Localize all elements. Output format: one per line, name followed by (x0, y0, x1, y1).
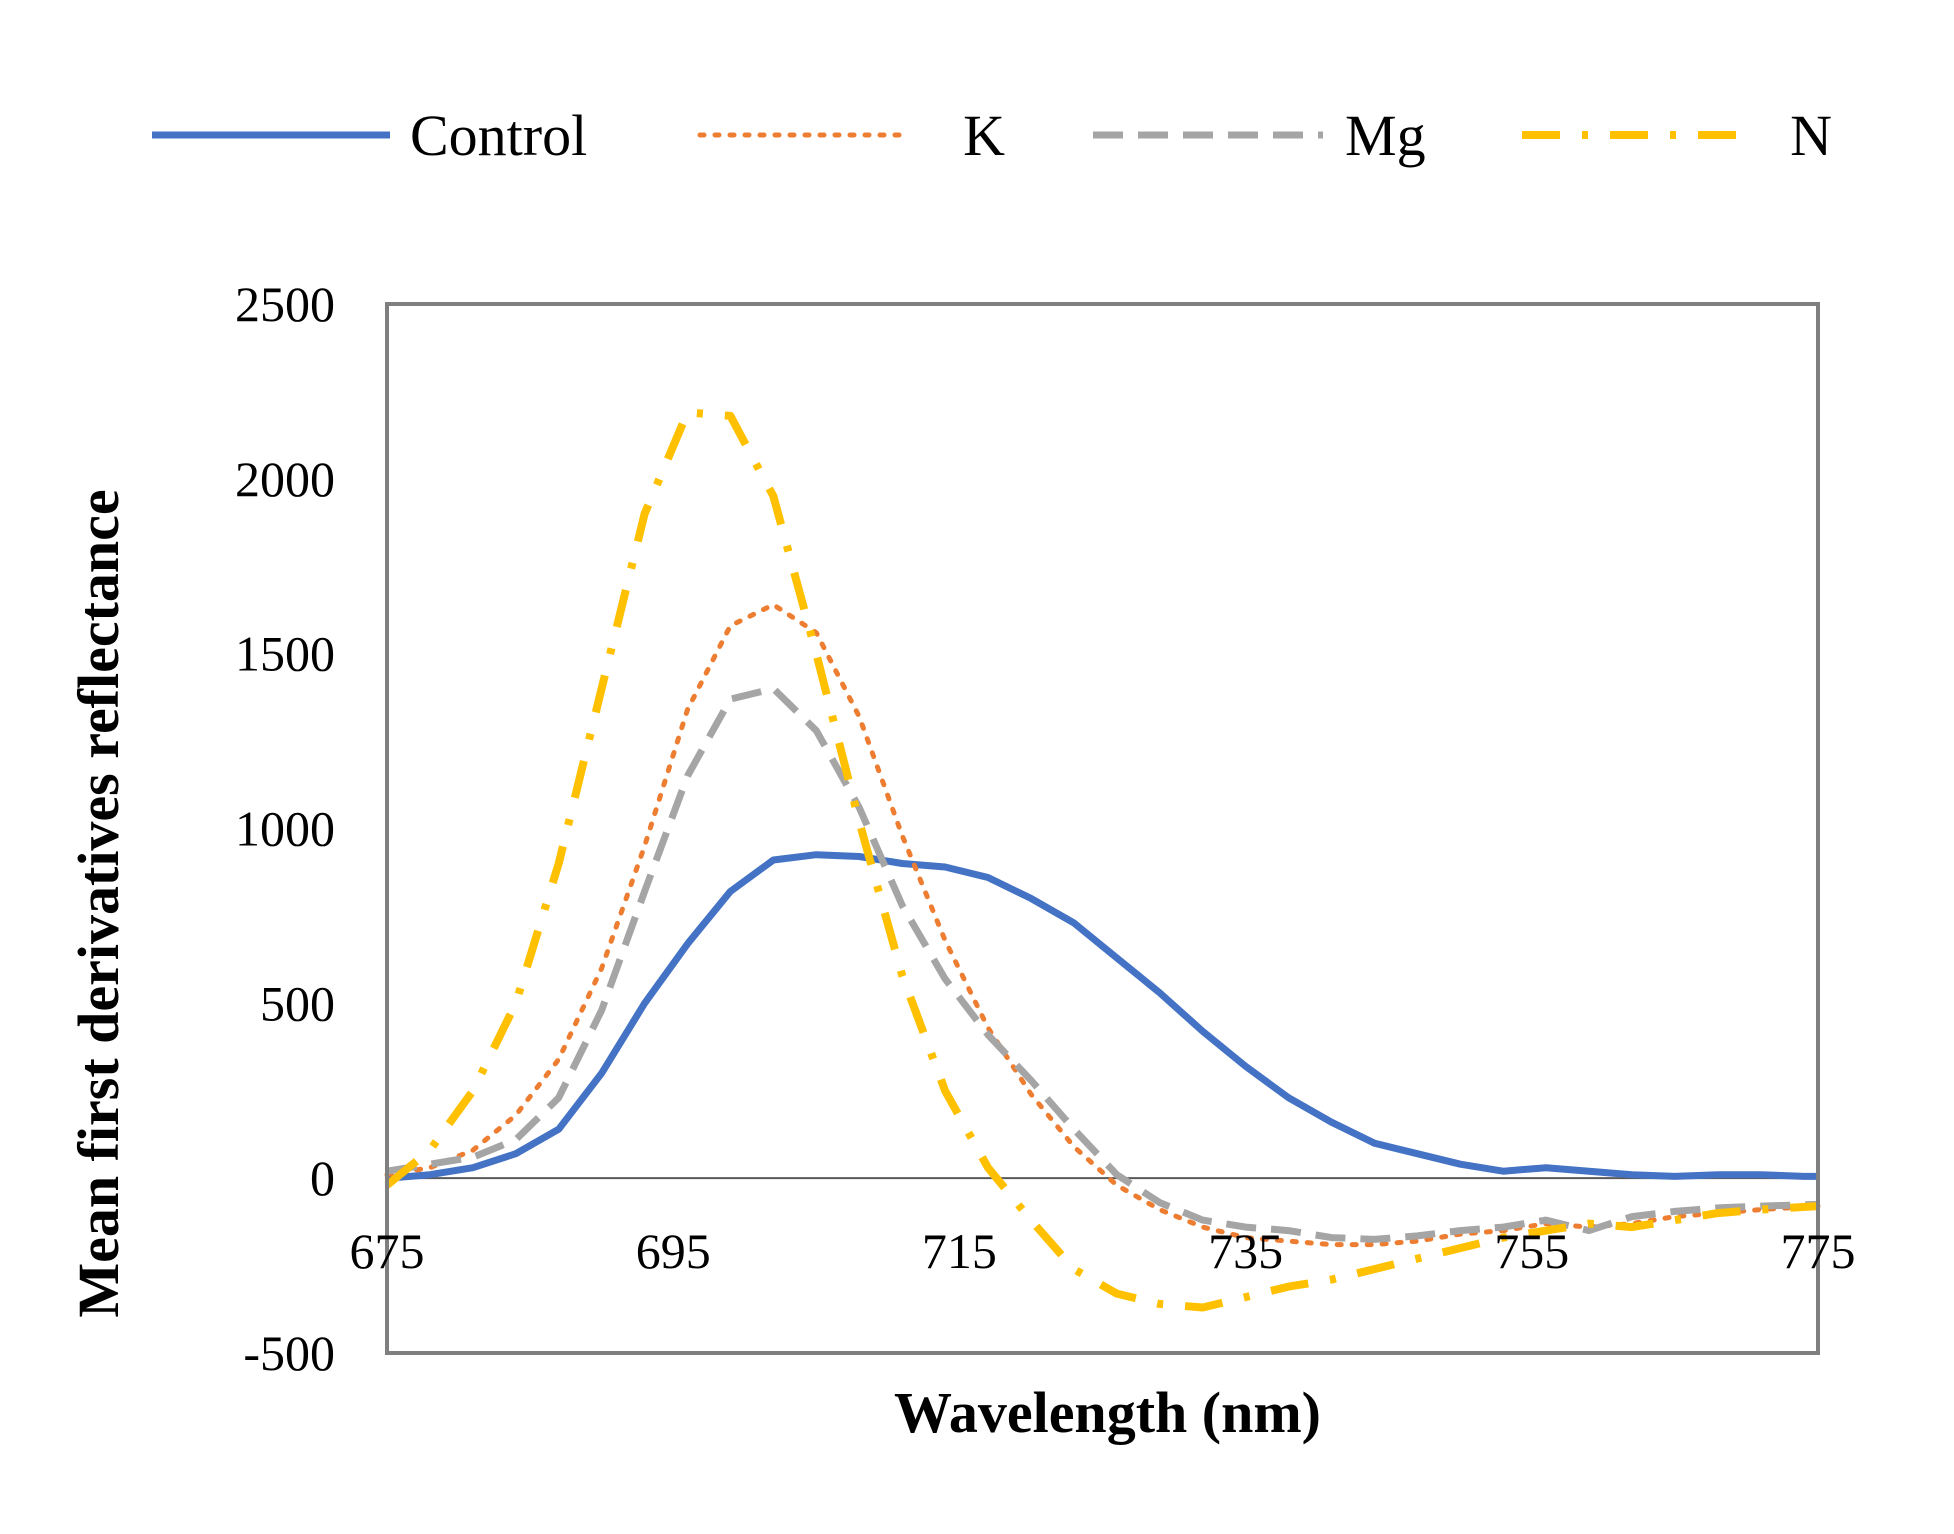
series-layer (384, 408, 1821, 1312)
legend-label-control: Control (410, 103, 587, 168)
x-tick-label-755: 755 (1494, 1223, 1569, 1279)
x-tick-label-775: 775 (1781, 1223, 1856, 1279)
legend-item-k: K (697, 103, 1005, 168)
labels-layer: 675 695 715 735 755 775 2500 2000 1500 1000 500 0 -5… (66, 276, 1856, 1445)
x-tick-label-715: 715 (922, 1223, 997, 1279)
legend-item-mg: Mg (1093, 103, 1426, 168)
legend-label-mg: Mg (1345, 103, 1426, 168)
y-tick-label-2000: 2000 (235, 451, 335, 507)
plot-frame (385, 302, 1820, 1355)
y-tick-label-500: 500 (260, 975, 335, 1031)
legend-item-control: Control (152, 103, 587, 168)
plot-frame-layer (385, 302, 1820, 1355)
x-axis-title: Wavelength (nm) (894, 1380, 1321, 1445)
y-tick-label-1500: 1500 (235, 626, 335, 682)
series-line-mg (386, 685, 1819, 1243)
y-axis-title: Mean first derivatives reflectance (66, 489, 131, 1317)
x-tick-label-675: 675 (350, 1223, 425, 1279)
legend-label-k: K (963, 103, 1005, 168)
series-line-control (386, 851, 1818, 1182)
legend-item-n: N (1522, 103, 1832, 168)
y-tick-label-neg500: -500 (243, 1325, 335, 1381)
legend-label-n: N (1790, 103, 1832, 168)
x-tick-label-735: 735 (1208, 1223, 1283, 1279)
series-line-k (384, 602, 1821, 1248)
y-tick-label-0: 0 (310, 1150, 335, 1206)
y-tick-label-2500: 2500 (235, 276, 335, 332)
x-tick-label-695: 695 (636, 1223, 711, 1279)
y-tick-label-1000: 1000 (235, 801, 335, 857)
legend: Control K Mg N (152, 103, 1832, 168)
series-line-n (384, 408, 1819, 1312)
